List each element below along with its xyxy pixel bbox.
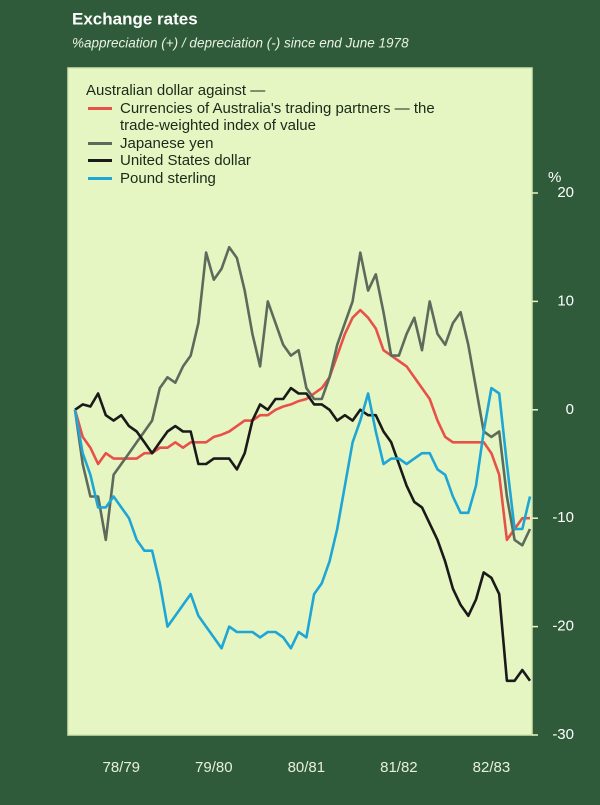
legend: Australian dollar against — Currencies o… xyxy=(86,82,466,187)
y-tick-label: 10 xyxy=(557,292,574,309)
y-axis-label: % xyxy=(548,169,561,186)
legend-label: United States dollar xyxy=(120,152,251,169)
legend-swatch xyxy=(88,141,112,145)
legend-entry: United States dollar xyxy=(86,152,466,170)
y-tick-label: 0 xyxy=(566,401,574,418)
chart-subtitle: %appreciation (+) / depreciation (-) sin… xyxy=(72,36,409,51)
x-tick-label: 79/80 xyxy=(195,759,233,776)
legend-swatch xyxy=(88,159,112,162)
series-line xyxy=(73,245,532,547)
legend-label: Japanese yen xyxy=(120,134,214,152)
series-line xyxy=(73,386,532,650)
legend-entry: Japanese yen xyxy=(86,135,466,153)
y-tick-label: -30 xyxy=(552,726,574,743)
y-tick-label: -10 xyxy=(552,509,574,526)
legend-entry: Pound sterling xyxy=(86,170,466,188)
legend-label: Pound sterling xyxy=(120,169,216,187)
y-tick-label: 20 xyxy=(557,184,574,201)
chart-title: Exchange rates xyxy=(72,9,198,28)
legend-title: Australian dollar against — xyxy=(86,82,266,99)
legend-label: Currencies of Australia's trading partne… xyxy=(120,99,435,135)
x-tick-label: 81/82 xyxy=(380,759,418,776)
series-line xyxy=(74,386,532,683)
x-tick-label: 80/81 xyxy=(288,759,326,776)
legend-swatch xyxy=(88,106,112,110)
y-tick-label: -20 xyxy=(552,618,574,635)
x-tick-label: 78/79 xyxy=(102,759,140,776)
x-tick-label: 82/83 xyxy=(473,759,511,776)
legend-entry: Currencies of Australia's trading partne… xyxy=(86,100,466,135)
legend-swatch xyxy=(88,176,112,180)
